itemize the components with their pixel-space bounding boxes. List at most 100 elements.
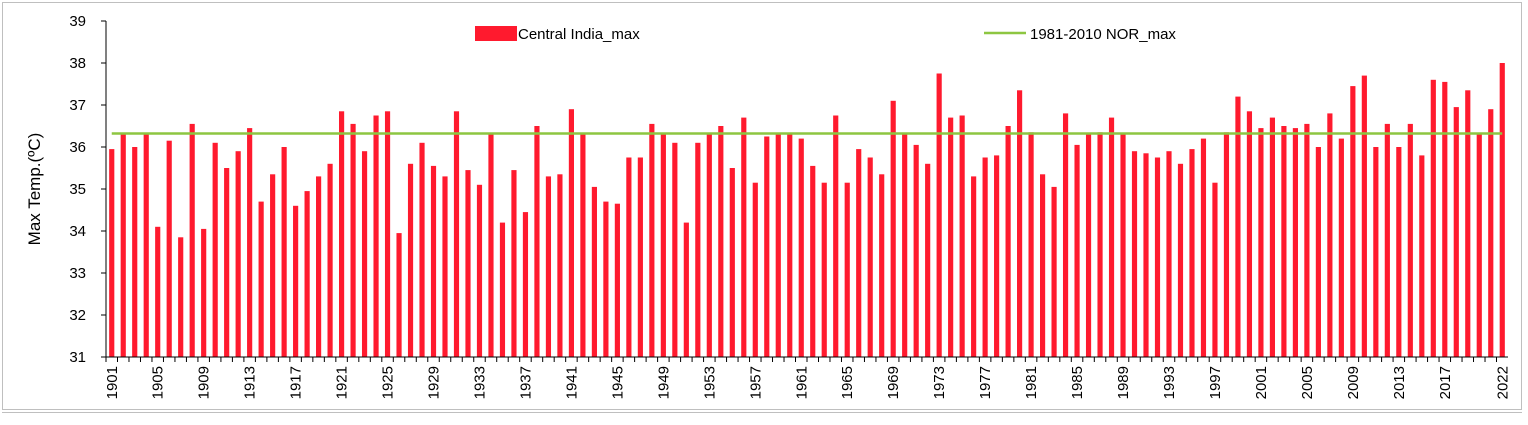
x-tick-label: 1997 — [1207, 366, 1224, 399]
bar-1909 — [201, 228, 207, 357]
bar-1972 — [925, 163, 931, 357]
x-tick-label: 1969 — [885, 366, 902, 399]
bar-1917 — [293, 205, 299, 357]
x-tick-label: 1901 — [104, 366, 121, 399]
bar-1911 — [224, 168, 230, 357]
bar-2000 — [1246, 111, 1253, 357]
next-chart-frame-edge — [2, 412, 1522, 425]
bar-1930 — [442, 176, 448, 357]
bar-1987 — [1097, 132, 1103, 357]
bar-1997 — [1212, 182, 1218, 357]
bar-1945 — [614, 203, 620, 357]
bar-1973 — [936, 73, 942, 357]
bar-1964 — [833, 115, 839, 357]
bar-2008 — [1338, 138, 1344, 357]
bar-1990 — [1131, 151, 1138, 357]
x-tick-label: 1933 — [471, 366, 488, 399]
bar-1918 — [304, 191, 310, 357]
bar-1919 — [316, 176, 322, 357]
y-tick-label: 35 — [69, 181, 86, 198]
x-tick-label: 1949 — [655, 366, 672, 399]
bar-2012 — [1384, 123, 1390, 358]
legend-label-bars: Central India_max — [518, 26, 640, 43]
x-tick-label: 1961 — [793, 366, 810, 399]
bar-1939 — [545, 176, 552, 357]
bar-1969 — [890, 100, 896, 358]
bar-1931 — [453, 111, 460, 357]
bar-1978 — [994, 155, 1000, 357]
bar-1950 — [672, 142, 678, 357]
bar-1991 — [1143, 153, 1149, 357]
x-tick-label: 1981 — [1023, 366, 1040, 399]
bar-1927 — [407, 163, 414, 357]
x-tick-label: 1957 — [747, 366, 764, 399]
bar-1975 — [959, 115, 965, 357]
bar-1908 — [189, 123, 195, 358]
x-tick-label: 1929 — [426, 366, 443, 399]
bar-1982 — [1040, 174, 1046, 357]
y-tick-label: 36 — [69, 139, 86, 156]
y-tick-label: 31 — [69, 349, 86, 366]
x-tick-label: 1977 — [977, 366, 994, 399]
bar-2001 — [1258, 128, 1264, 357]
x-tick-label: 1965 — [839, 366, 856, 399]
bar-2007 — [1327, 113, 1333, 358]
bar-1925 — [384, 111, 391, 357]
y-tick-label: 34 — [69, 223, 86, 240]
bar-1943 — [591, 186, 597, 357]
bar-1924 — [373, 115, 379, 357]
bar-1922 — [350, 123, 356, 358]
bar-1914 — [258, 201, 264, 357]
bar-1966 — [856, 149, 862, 357]
bar-1942 — [580, 134, 586, 357]
x-tick-label: 2013 — [1391, 366, 1408, 399]
x-tick-label: 1925 — [380, 366, 397, 399]
chart-frame — [2, 2, 1522, 410]
bar-1992 — [1154, 157, 1161, 357]
x-tick-label: 2009 — [1345, 366, 1362, 399]
legend-swatch-bars — [475, 26, 517, 41]
bar-1941 — [568, 109, 574, 357]
bar-1949 — [660, 134, 666, 357]
bar-2006 — [1315, 147, 1321, 357]
bar-1970 — [902, 134, 908, 357]
bar-1998 — [1223, 132, 1230, 357]
bar-1926 — [396, 233, 402, 357]
bar-2009 — [1350, 86, 1356, 357]
bar-2022 — [1499, 63, 1505, 357]
bar-1959 — [775, 134, 781, 357]
y-axis-ticks: 31 32 33 34 35 36 37 38 39 — [69, 13, 106, 366]
y-tick-label: 33 — [69, 265, 86, 282]
x-tick-label: 2005 — [1299, 366, 1316, 399]
x-tick-label: 1985 — [1069, 366, 1086, 399]
bar-2021 — [1488, 109, 1494, 357]
bar-2002 — [1269, 117, 1275, 357]
bar-1985 — [1074, 144, 1080, 357]
x-tick-label: 1973 — [931, 366, 948, 399]
bar-1979 — [1005, 126, 1011, 357]
bar-1956 — [741, 117, 747, 357]
bar-1907 — [178, 237, 184, 357]
bar-2016 — [1430, 79, 1436, 358]
bar-1977 — [982, 157, 988, 357]
bar-2019 — [1465, 90, 1471, 358]
bar-1935 — [499, 222, 506, 357]
bar-1951 — [683, 222, 689, 357]
bar-1955 — [729, 168, 735, 357]
bar-1993 — [1166, 151, 1172, 357]
bar-1976 — [971, 176, 977, 357]
legend-label-line: 1981-2010 NOR_max — [1030, 26, 1176, 43]
bar-1995 — [1189, 149, 1195, 357]
y-tick-label: 39 — [69, 13, 86, 30]
bar-1913 — [247, 128, 253, 357]
x-tick-label: 1989 — [1115, 366, 1132, 399]
bar-1967 — [867, 157, 873, 357]
bar-1923 — [361, 151, 368, 357]
bar-1946 — [626, 157, 632, 357]
bar-1958 — [764, 136, 770, 357]
x-tick-label: 1941 — [563, 366, 580, 399]
bar-1957 — [752, 182, 758, 357]
bar-1938 — [534, 126, 540, 357]
bar-1963 — [821, 182, 827, 357]
